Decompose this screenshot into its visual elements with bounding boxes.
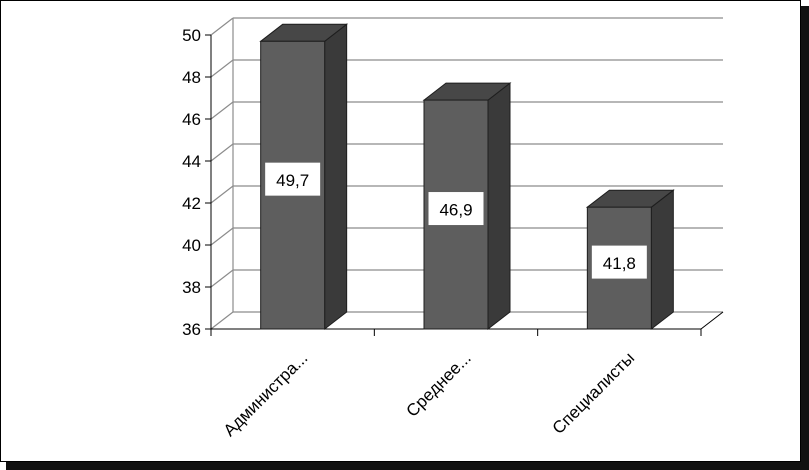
gridline-depth-1 (210, 269, 234, 288)
gridline-depth-0 (210, 311, 234, 330)
data-label-1: 46,9 (439, 201, 472, 220)
bar-side-1 (487, 82, 511, 331)
chart-frame: 36 38 40 42 44 46 48 50 49,7 Администра... 46,9 Сре… (0, 0, 801, 462)
bar-chart: 36 38 40 42 44 46 48 50 49,7 Администра... 46,9 Сре… (182, 17, 724, 440)
y-tick-label-3: 42 (182, 194, 201, 213)
y-tick-label-5: 46 (182, 110, 201, 129)
gridline-depth-2 (210, 227, 234, 246)
bar-side-2 (650, 189, 674, 331)
category-label-1: Среднее... (403, 348, 475, 420)
data-label-box-1 (428, 192, 484, 226)
frame-shadow-bottom (6, 462, 809, 470)
y-tick-label-2: 40 (182, 236, 201, 255)
floor-right-edge (700, 311, 724, 330)
data-label-box-2 (591, 245, 647, 279)
category-label-2: Специалисты (549, 348, 638, 437)
category-label-0: Администра... (220, 348, 312, 440)
gridline-depth-5 (210, 101, 234, 120)
y-tick-label-6: 48 (182, 68, 201, 87)
data-label-0: 49,7 (276, 171, 309, 190)
gridline-depth-7 (210, 17, 234, 36)
gridline-depth-3 (210, 185, 234, 204)
data-label-2: 41,8 (603, 254, 636, 273)
bar-side-0 (324, 23, 348, 331)
y-tick-label-4: 44 (182, 152, 201, 171)
gridline-depth-4 (210, 143, 234, 162)
y-tick-label-1: 38 (182, 278, 201, 297)
gridline-depth-6 (210, 59, 234, 78)
y-tick-label-0: 36 (182, 320, 201, 339)
frame-shadow-right (801, 6, 809, 470)
y-tick-label-7: 50 (182, 26, 201, 45)
data-label-box-0 (265, 162, 321, 196)
